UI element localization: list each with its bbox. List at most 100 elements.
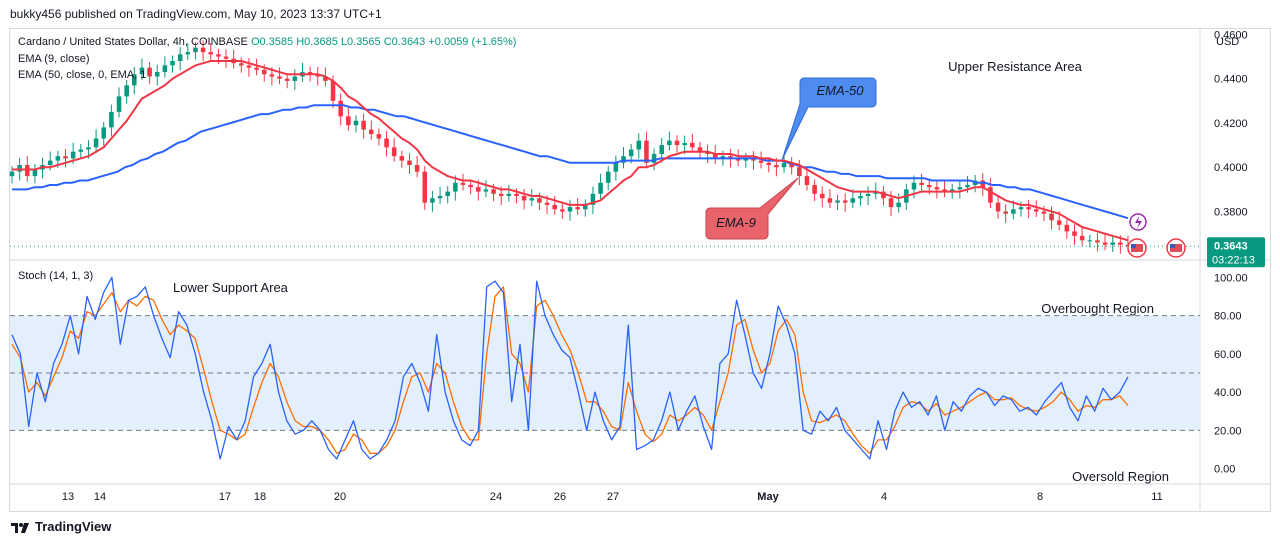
candle-body — [1049, 213, 1054, 221]
time-tick-label: 24 — [490, 491, 502, 503]
stoch-tick-label: 100.00 — [1214, 272, 1248, 284]
candle-body — [391, 147, 397, 157]
candle-body — [246, 65, 252, 68]
candle-body — [720, 156, 726, 159]
candle-body — [422, 171, 428, 203]
candle-body — [132, 74, 137, 86]
candle-body — [537, 198, 542, 203]
candle-body — [1072, 231, 1077, 236]
symbol-name: Cardano / United States Dollar, 4h, COIN… — [18, 36, 248, 48]
candle-body — [47, 160, 53, 166]
candle-body — [690, 142, 695, 148]
candle-body — [70, 151, 76, 159]
price-tick-label: 0.4000 — [1214, 162, 1248, 174]
tradingview-footer[interactable]: TradingView — [10, 519, 111, 534]
candle-body — [919, 182, 924, 185]
stoch-tick-label: 20.00 — [1214, 425, 1242, 437]
candle-body — [896, 202, 901, 208]
candle-body — [766, 162, 772, 166]
close-value: C0.3643 — [383, 36, 426, 48]
candle-body — [1079, 235, 1085, 241]
time-tick-label: 17 — [219, 491, 231, 503]
ema9-legend[interactable]: EMA (9, close) — [18, 53, 90, 65]
price-axis-unit: USD — [1216, 36, 1239, 48]
last-price-label: 0.3643 — [1214, 240, 1248, 252]
candle-body — [254, 67, 259, 70]
candle-body — [827, 198, 833, 203]
candle-body — [911, 182, 917, 190]
ema50-legend[interactable]: EMA (50, close, 0, EMA, 1 — [18, 69, 147, 81]
publisher-attribution: bukky456 published on TradingView.com, M… — [10, 7, 382, 21]
ema9-line — [12, 60, 1129, 242]
stoch-legend[interactable]: Stoch (14, 1, 3) — [18, 270, 94, 282]
chart-frame — [9, 28, 1271, 512]
candle-body — [323, 76, 328, 81]
candle-body — [139, 67, 145, 75]
candle-body — [346, 116, 351, 126]
candle-body — [644, 140, 649, 163]
candle-body — [957, 187, 963, 190]
candle-body — [491, 189, 496, 194]
candle-body — [460, 182, 466, 185]
candle-body — [9, 171, 15, 177]
stoch-tick-label: 0.00 — [1214, 464, 1235, 476]
candle-body — [1011, 209, 1016, 214]
candle-body — [200, 47, 206, 53]
candle-body — [208, 52, 214, 55]
price-tick-label: 0.3800 — [1214, 207, 1248, 219]
candle-body — [751, 158, 756, 161]
candle-body — [819, 193, 825, 199]
candle-body — [552, 204, 557, 210]
candle-body — [445, 191, 450, 197]
high-value: H0.3685 — [296, 36, 338, 48]
candle-body — [284, 78, 290, 81]
overbought-label: Overbought Region — [1041, 301, 1154, 316]
candle-body — [1110, 242, 1115, 245]
candle-body — [743, 158, 749, 161]
candle-body — [521, 196, 527, 201]
ema50-callout — [781, 77, 877, 161]
candle-body — [17, 165, 22, 172]
candle-body — [468, 184, 473, 188]
candle-body — [407, 160, 412, 166]
candle-body — [384, 138, 389, 148]
candle-body — [613, 162, 619, 172]
time-tick-label: 14 — [94, 491, 106, 503]
candle-body — [185, 52, 191, 55]
candle-body — [154, 72, 160, 77]
candle-body — [797, 167, 802, 177]
candle-body — [63, 156, 68, 159]
candle-body — [1018, 207, 1024, 210]
candle-body — [712, 153, 718, 159]
time-tick-label: May — [757, 491, 779, 503]
candle-body — [758, 160, 764, 163]
candle-body — [330, 80, 336, 101]
time-tick-label: 4 — [881, 491, 887, 503]
candle-body — [934, 187, 940, 190]
candle-body — [567, 207, 573, 212]
stoch-tick-label: 40.00 — [1214, 387, 1242, 399]
candle-body — [239, 63, 244, 66]
countdown-label: 03:22:13 — [1212, 254, 1255, 266]
candle-body — [667, 140, 672, 146]
candle-body — [560, 209, 565, 212]
candle-body — [1095, 240, 1100, 243]
candle-body — [170, 60, 175, 66]
candle-body — [1041, 211, 1047, 214]
candle-body — [414, 165, 420, 172]
candle-body — [789, 162, 794, 168]
candle-body — [116, 96, 122, 112]
tradingview-logo-icon — [11, 522, 29, 533]
candle-body — [812, 184, 817, 194]
candle-body — [368, 129, 374, 135]
candle-body — [590, 193, 596, 205]
candle-body — [583, 204, 588, 210]
candle-body — [888, 198, 894, 208]
candle-body — [162, 65, 168, 73]
time-tick-label: 18 — [254, 491, 266, 503]
candle-body — [147, 67, 152, 77]
candle-body — [605, 171, 611, 183]
candle-body — [399, 156, 405, 161]
candle-body — [93, 138, 99, 148]
